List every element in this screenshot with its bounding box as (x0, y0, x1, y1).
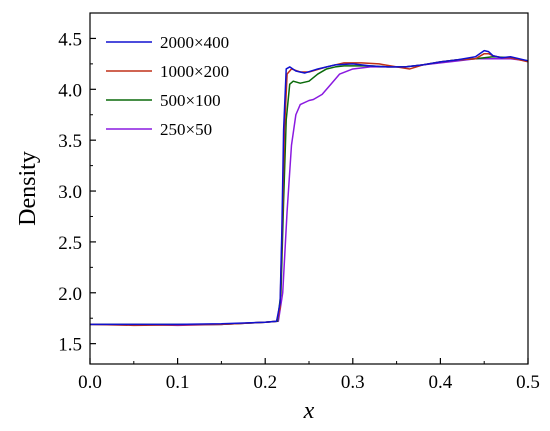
x-axis-ticks: 0.0 0.1 0.2 0.3 0.4 0.5 (78, 358, 540, 393)
x-tick-label: 0.1 (166, 372, 190, 393)
y-tick-label: 2.5 (58, 233, 82, 254)
y-axis-ticks: 1.5 2.0 2.5 3.0 3.5 4.0 4.5 (58, 29, 96, 356)
legend-label: 1000×200 (160, 62, 229, 81)
y-tick-label: 3.0 (58, 182, 82, 203)
series-line-1 (89, 52, 529, 327)
x-tick-label: 0.0 (78, 372, 102, 393)
legend-label: 2000×400 (160, 33, 229, 52)
legend-label: 250×50 (160, 120, 212, 139)
y-tick-label: 1.5 (58, 335, 82, 356)
y-tick-label: 2.0 (58, 284, 82, 305)
x-tick-label: 0.5 (516, 372, 540, 393)
x-axis-label: x (303, 398, 315, 424)
x-tick-label: 0.3 (341, 372, 365, 393)
y-tick-label: 4.5 (58, 29, 82, 50)
y-tick-label: 3.5 (58, 131, 82, 152)
series-line-3 (90, 58, 529, 327)
plot-lines (89, 49, 529, 327)
x-tick-label: 0.2 (253, 372, 277, 393)
legend: 2000×400 1000×200 500×100 250×50 (106, 33, 229, 139)
series-line-2 (90, 56, 529, 326)
x-tick-label: 0.4 (429, 372, 453, 393)
y-tick-label: 4.0 (58, 80, 82, 101)
legend-label: 500×100 (160, 91, 221, 110)
series-line-0 (90, 49, 529, 326)
plot-frame (89, 12, 529, 365)
y-axis-label: Density (15, 151, 41, 226)
